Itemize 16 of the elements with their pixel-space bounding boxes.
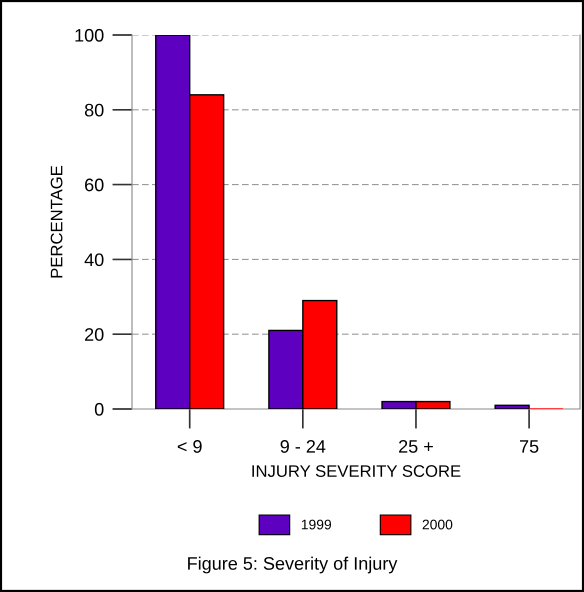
x-tick-label: 9 - 24 [280, 440, 326, 453]
x-tick-label: 25 + [399, 440, 433, 453]
bar [494, 404, 530, 409]
y-tick-label: 80 [84, 104, 104, 117]
x-axis-title: INJURY SEVERITY SCORE [252, 465, 460, 477]
x-tick-label: < 9 [178, 440, 202, 453]
y-tick-label: 100 [75, 28, 104, 42]
y-axis-title: PERCENTAGE [50, 166, 62, 278]
x-tick-label: 75 [520, 440, 538, 453]
legend-label: 2000 [422, 520, 452, 530]
y-tick-label: 40 [84, 253, 104, 266]
legend-label: 1999 [302, 520, 332, 530]
y-tick-label: 60 [85, 178, 104, 192]
text: Figure 5: Severity of Injury [188, 556, 398, 574]
y-tick-label: 20 [85, 328, 104, 341]
y-tick-label: 0 [94, 402, 104, 416]
